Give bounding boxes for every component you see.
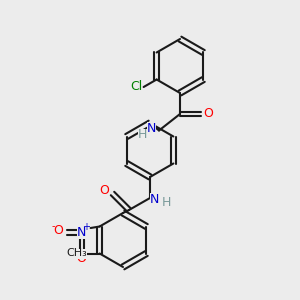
Text: O: O	[100, 184, 109, 197]
Text: O: O	[204, 107, 213, 121]
Text: +: +	[82, 221, 90, 232]
Text: H: H	[162, 196, 171, 209]
Text: -: -	[51, 221, 55, 232]
Text: O: O	[53, 224, 63, 238]
Text: N: N	[147, 122, 156, 136]
Text: N: N	[150, 193, 159, 206]
Text: CH₃: CH₃	[67, 248, 88, 259]
Text: O: O	[77, 251, 87, 265]
Text: H: H	[138, 128, 147, 142]
Text: Cl: Cl	[130, 80, 142, 94]
Text: N: N	[77, 226, 86, 239]
